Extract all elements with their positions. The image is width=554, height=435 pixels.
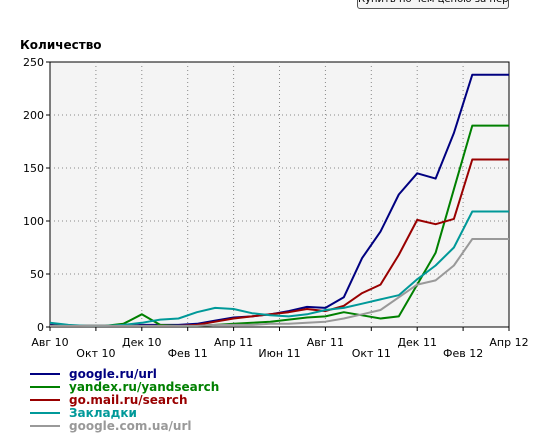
x-tick-label: Авг 11 — [307, 336, 344, 349]
legend-swatch — [30, 385, 60, 388]
x-tick-label: Окт 11 — [352, 347, 391, 360]
x-tick-label: Авг 10 — [31, 336, 68, 349]
axes — [46, 61, 510, 331]
x-tick-label: Июн 11 — [258, 347, 300, 360]
legend-label: go.mail.ru/search — [69, 392, 188, 407]
legend-item: google.com.ua/url — [30, 418, 219, 433]
legend-label: Закладки — [69, 405, 137, 420]
legend-swatch — [30, 398, 60, 401]
legend: google.ru/url yandex.ru/yandsearch go.mail… — [30, 366, 220, 433]
series-line-3 — [49, 210, 509, 327]
legend-label: google.com.ua/url — [69, 418, 192, 433]
x-tick-label: Окт 10 — [76, 347, 115, 360]
y-ticks: 0 50 100 150 200 250 — [23, 56, 44, 334]
legend-swatch — [30, 411, 60, 414]
legend-item: google.ru/url — [30, 366, 219, 381]
legend-swatch — [30, 372, 60, 375]
y-tick-label: 100 — [23, 215, 44, 228]
x-tick-label: Дек 11 — [397, 336, 437, 349]
series-line-4 — [50, 238, 509, 327]
x-tick-label: Апр 11 — [214, 336, 253, 349]
legend-label: google.ru/url — [69, 366, 157, 381]
legend-item: yandex.ru/yandsearch — [30, 379, 220, 394]
y-tick-label: 50 — [30, 268, 44, 281]
legend-swatch — [30, 424, 60, 427]
grid-lines — [50, 62, 509, 327]
x-tick-label: Фев 12 — [443, 347, 483, 360]
y-tick-label: 250 — [23, 56, 44, 69]
legend-item: go.mail.ru/search — [30, 392, 219, 407]
y-tick-label: 0 — [37, 321, 44, 334]
series-lines — [49, 73, 509, 327]
x-tick-label: Апр 12 — [489, 336, 528, 349]
x-ticks: Авг 10 Окт 10 Дек 10 Фев 11 Апр 11 Июн 11 Авг … — [31, 336, 528, 360]
series-line-1 — [50, 124, 509, 327]
legend-item: Закладки — [30, 405, 219, 420]
y-tick-label: 150 — [23, 162, 44, 175]
y-tick-label: 200 — [23, 109, 44, 122]
legend-label: yandex.ru/yandsearch — [69, 379, 220, 394]
x-tick-label: Дек 10 — [122, 336, 162, 349]
y-axis-title: Количество — [20, 38, 102, 52]
x-tick-label: Фев 11 — [168, 347, 208, 360]
line-chart: Количество 0 50 100 150 200 250 Авг 10 Окт 10 Д… — [20, 38, 529, 360]
buy-button[interactable]: Купить по чём ценою за переход — [357, 0, 509, 9]
